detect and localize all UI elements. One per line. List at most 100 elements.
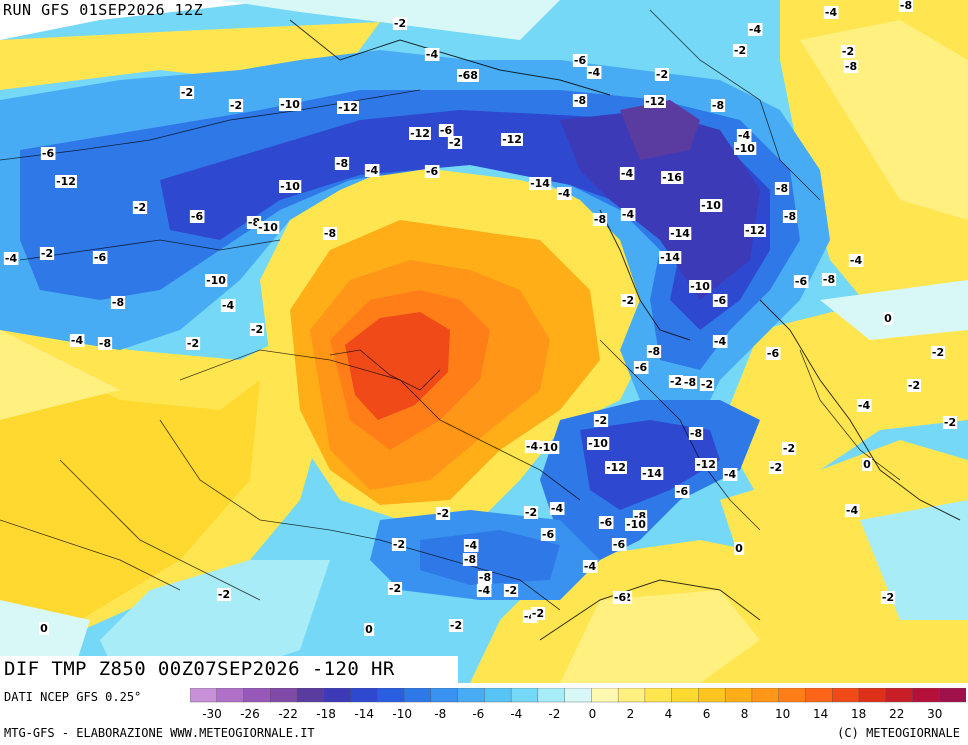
contour-label: -2: [134, 201, 146, 214]
contour-label: 0: [40, 622, 48, 635]
legend-tick-label: -4: [510, 707, 522, 721]
contour-label-background: [688, 427, 704, 440]
contour-label-background: [646, 345, 662, 358]
contour-label-background: [132, 201, 148, 214]
contour-label: -12: [410, 127, 430, 140]
contour-label-background: [641, 467, 664, 480]
contour-label-background: [765, 347, 781, 360]
legend-swatch: [323, 687, 352, 703]
contour-label-background: [661, 171, 684, 184]
legend-swatch: [939, 687, 967, 703]
contour-label: -14: [670, 227, 690, 240]
contour-label-background: [774, 182, 790, 195]
legend-swatches: [189, 687, 967, 703]
contour-label: -8: [684, 376, 696, 389]
contour-label-background: [279, 98, 302, 111]
contour-label-background: [736, 129, 752, 142]
contour-label: -2: [505, 584, 517, 597]
contour-label-background: [674, 485, 690, 498]
credit-right: (C) METEOGIORNALE: [837, 726, 960, 740]
run-label: RUN GFS 01SEP2026 12Z: [3, 1, 204, 19]
contour-label: -4: [426, 48, 439, 61]
contour-label-background: [712, 294, 728, 307]
contour-label: -4: [588, 66, 601, 79]
contour-label-background: [633, 361, 649, 374]
contour-label-background: [457, 69, 479, 82]
legend-swatch: [885, 687, 914, 703]
contour-label: -6: [542, 528, 555, 541]
contour-label: -8: [900, 0, 912, 12]
contour-label-background: [337, 101, 359, 114]
contour-label: -6: [614, 591, 627, 604]
contour-label-background: [734, 542, 745, 555]
contour-label-background: [179, 86, 195, 99]
contour-label-background: [572, 94, 588, 107]
contour-label-background: [682, 376, 698, 389]
contour-label-background: [228, 99, 244, 112]
contour-label-background: [654, 68, 670, 81]
contour-label-background: [392, 17, 408, 30]
contour-label: -4: [846, 504, 859, 517]
contour-label-background: [844, 504, 860, 517]
contour-label-background: [334, 157, 350, 170]
contour-label: -2: [389, 582, 401, 595]
legend-tick-label: 18: [851, 707, 866, 721]
contour-label-background: [503, 584, 519, 597]
contour-label: -2: [181, 86, 193, 99]
contour-label: -6: [191, 210, 204, 223]
contour-label-background: [722, 468, 738, 481]
contour-label: -12: [696, 458, 716, 471]
contour-label-background: [712, 335, 728, 348]
legend-tick-label: -6: [472, 707, 484, 721]
contour-label: -6: [600, 516, 613, 529]
contour-label-background: [476, 584, 492, 597]
contour-label: -2: [437, 507, 449, 520]
contour-label: -2: [393, 538, 405, 551]
legend-tick-label: 4: [665, 707, 673, 721]
contour-label-background: [549, 502, 565, 515]
contour-label: -4: [622, 208, 635, 221]
contour-label: -2: [783, 442, 795, 455]
legend-swatch: [778, 687, 807, 703]
contour-label: -6: [440, 124, 453, 137]
contour-label: -2: [218, 588, 230, 601]
contour-label-background: [612, 591, 628, 604]
contour-label-background: [40, 147, 56, 160]
contour-label: -8: [464, 553, 476, 566]
contour-label-background: [572, 54, 588, 67]
legend-tick-label: 14: [813, 707, 828, 721]
contour-label-background: [593, 414, 609, 427]
contour-label: -4: [850, 254, 863, 267]
contour-label: -12: [338, 101, 358, 114]
contour-label-background: [793, 275, 809, 288]
legend-swatch: [858, 687, 887, 703]
contour-label-background: [732, 44, 748, 57]
contour-label: -4: [621, 167, 634, 180]
contour-label-background: [477, 571, 493, 584]
contour-label: -68: [458, 69, 478, 82]
contour-label: -2: [532, 607, 544, 620]
contour-label: -14: [642, 467, 662, 480]
legend-tick-label: -14: [354, 707, 374, 721]
contour-label: -2: [525, 506, 537, 519]
contour-label-background: [279, 180, 302, 193]
contour-label-background: [462, 553, 478, 566]
data-source: DATI NCEP GFS 0.25°: [4, 690, 142, 704]
contour-label: -8: [574, 94, 586, 107]
contour-label: -16: [662, 171, 682, 184]
contour-label-background: [747, 23, 763, 36]
contour-label-background: [205, 274, 228, 287]
contour-label: -8: [112, 296, 124, 309]
coastlines: [289, 19, 961, 641]
legend-tick-label: -18: [316, 707, 336, 721]
contour-label-background: [447, 136, 463, 149]
contour-label: -2: [734, 44, 746, 57]
contour-label: -10: [690, 280, 710, 293]
contour-label: -2: [622, 294, 634, 307]
contour-label-background: [689, 280, 712, 293]
legend-swatch: [430, 687, 459, 703]
legend-swatch: [216, 687, 245, 703]
legend-swatch: [537, 687, 566, 703]
legend-swatch: [832, 687, 860, 703]
contour-label: -6: [42, 147, 55, 160]
